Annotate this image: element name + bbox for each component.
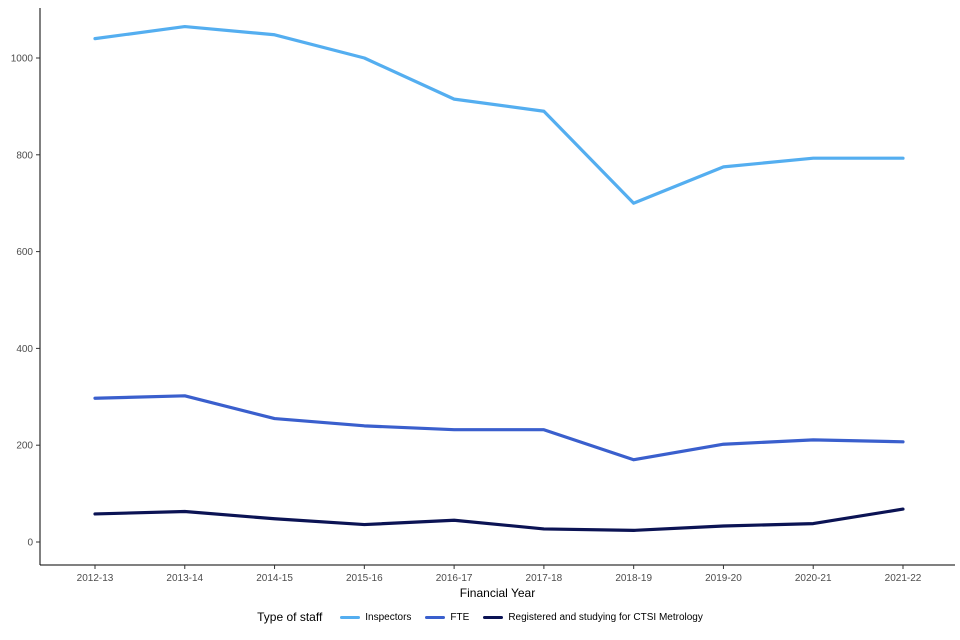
svg-text:2019-20: 2019-20	[705, 573, 742, 584]
svg-text:Financial Year: Financial Year	[460, 586, 535, 600]
svg-text:1000: 1000	[11, 54, 34, 65]
svg-text:2014-15: 2014-15	[256, 573, 293, 584]
legend-swatch-registered	[483, 615, 504, 619]
chart-svg: 0 200 400 600 800 1000 2012-13 2013-14 2014-15 20…	[11, 8, 955, 600]
svg-text:2016-17: 2016-17	[436, 573, 473, 584]
svg-text:0: 0	[27, 538, 33, 549]
svg-text:2012-13: 2012-13	[77, 573, 114, 584]
legend: Type of staff Inspectors FTE Registered …	[0, 600, 960, 634]
svg-text:800: 800	[16, 150, 33, 161]
legend-swatch-fte	[425, 615, 446, 619]
legend-item-fte: FTE	[425, 612, 469, 623]
legend-label-registered: Registered and studying for CTSI Metrolo…	[508, 611, 703, 623]
legend-label-fte: FTE	[450, 611, 470, 623]
svg-text:2021-22: 2021-22	[885, 573, 922, 584]
svg-text:2013-14: 2013-14	[166, 573, 203, 584]
svg-text:200: 200	[16, 441, 33, 452]
svg-text:2020-21: 2020-21	[795, 573, 832, 584]
svg-text:2018-19: 2018-19	[615, 573, 652, 584]
legend-swatch-inspectors	[340, 615, 361, 619]
svg-text:2017-18: 2017-18	[526, 573, 563, 584]
svg-text:400: 400	[16, 344, 33, 355]
legend-item-registered: Registered and studying for CTSI Metrolo…	[483, 612, 703, 623]
legend-title: Type of staff	[257, 610, 323, 624]
svg-text:2015-16: 2015-16	[346, 573, 383, 584]
legend-label-inspectors: Inspectors	[365, 611, 412, 623]
svg-text:600: 600	[16, 247, 33, 258]
legend-item-inspectors: Inspectors	[340, 612, 411, 623]
